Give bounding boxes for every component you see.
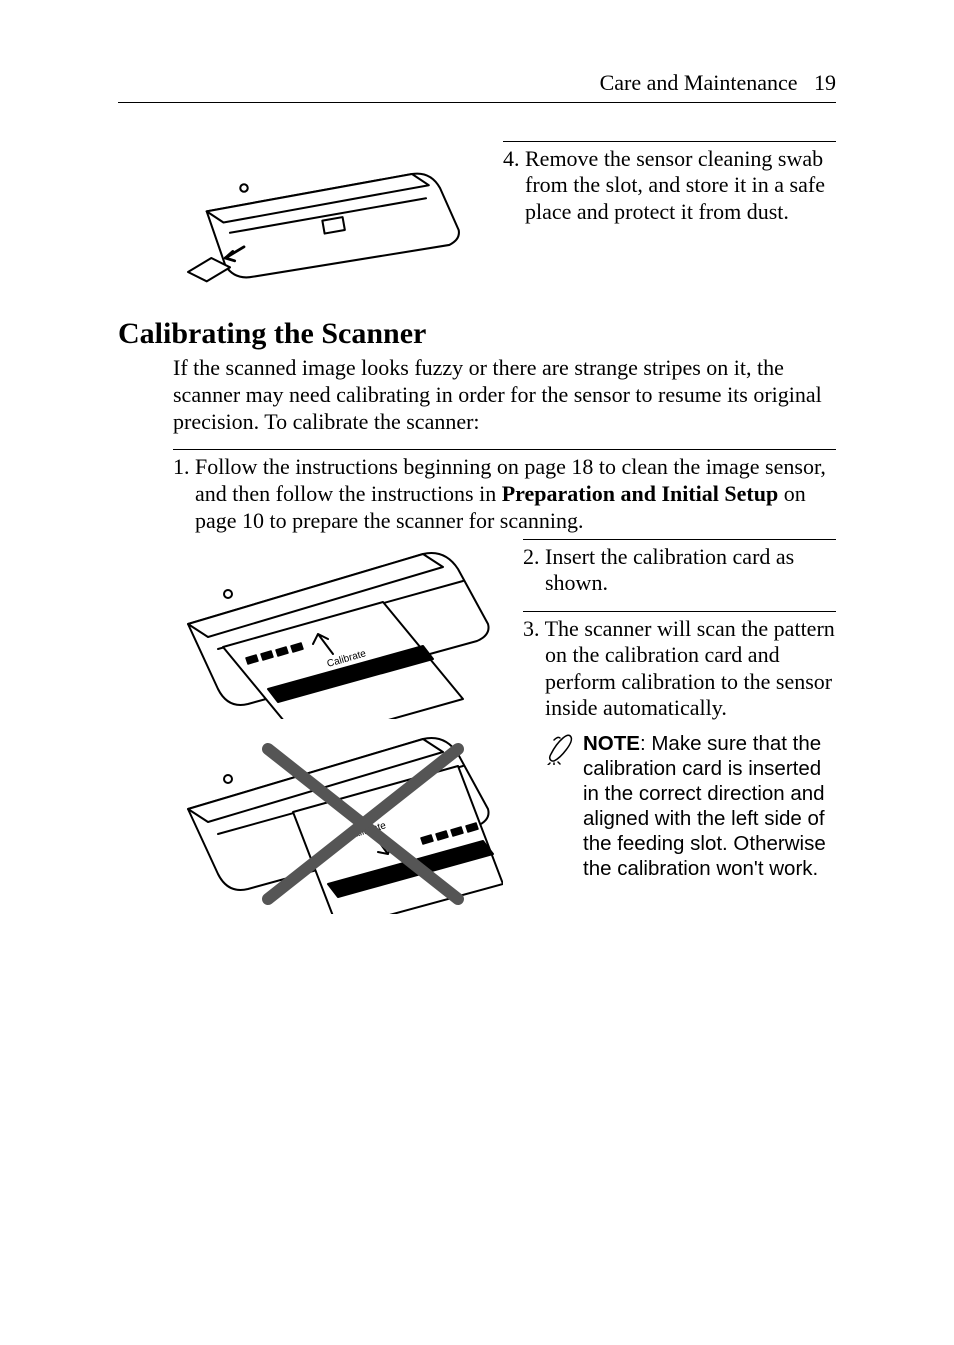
calibration-correct-illustration: Calibrate [173,539,503,724]
intro-paragraph: If the scanned image looks fuzzy or ther… [173,355,836,435]
step-3-text: The scanner will scan the pattern on the… [545,616,835,720]
note-text: NOTE: Make sure that the calibration car… [583,731,836,881]
section-heading: Calibrating the Scanner [118,317,836,351]
step-3: 3. The scanner will scan the pattern on … [523,616,836,722]
header-page-number: 19 [814,70,836,95]
step-2: 2. Insert the calibration card as shown. [523,544,836,597]
step-4-text: Remove the sensor cleaning swab from the… [525,146,825,224]
page-header: Care and Maintenance 19 [118,70,836,103]
step-1: 1. Follow the instructions beginning on … [173,454,836,534]
note-icon [545,731,575,881]
step-1-bold: Preparation and Initial Setup [502,481,778,506]
step-3-number: 3. [523,616,540,641]
step-4-number: 4. [503,146,520,171]
scanner-swab-illustration [173,141,483,291]
step-2-text: Insert the calibration card as shown. [545,544,794,595]
note-label: NOTE [583,732,640,755]
step-2-number: 2. [523,544,540,569]
step-1-number: 1. [173,454,190,479]
header-section: Care and Maintenance [600,70,798,95]
step-4: 4. Remove the sensor cleaning swab from … [503,146,836,225]
calibration-wrong-illustration: Calibrate [173,724,503,919]
